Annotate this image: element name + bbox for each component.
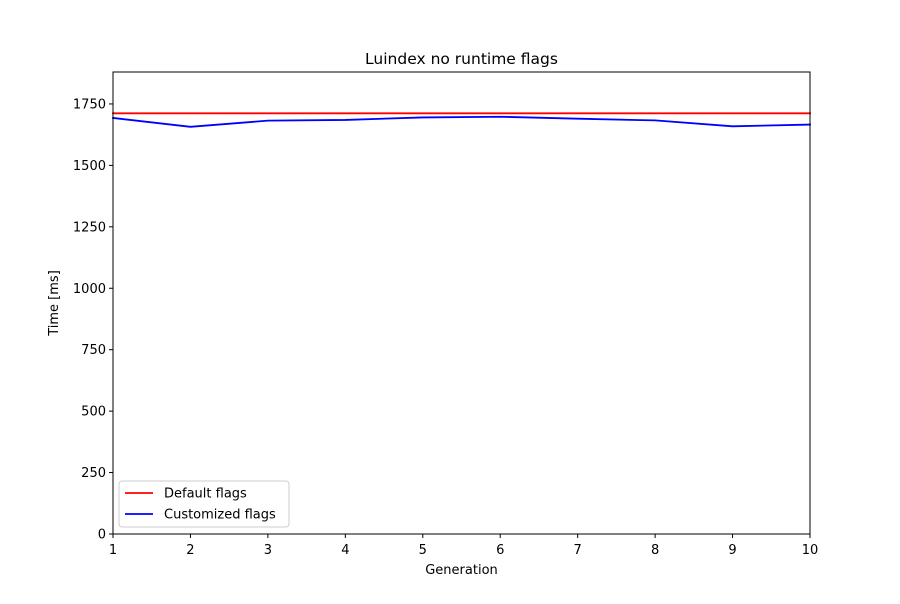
- axis-ticks: 1 2 3 4 5 6 7 8 9 10 0 250 500 750 1000 1250 1500 1750: [73, 97, 818, 558]
- chart-title: Luindex no runtime flags: [365, 50, 558, 68]
- x-tick-label: 1: [109, 543, 117, 558]
- legend: Default flags Customized flags: [118, 480, 290, 528]
- legend-box: [118, 480, 290, 528]
- y-tick-label: 250: [81, 466, 106, 481]
- y-tick-label: 1250: [73, 220, 106, 235]
- y-tick-label: 1000: [73, 282, 106, 297]
- x-tick-label: 8: [651, 543, 659, 558]
- plot-area: [113, 72, 810, 534]
- x-tick-label: 7: [574, 543, 582, 558]
- x-tick-label: 5: [419, 543, 427, 558]
- x-tick-label: 4: [341, 543, 349, 558]
- x-tick-label: 2: [186, 543, 194, 558]
- x-axis-label: Generation: [425, 563, 498, 578]
- y-tick-label: 1500: [73, 159, 106, 174]
- x-tick-label: 9: [728, 543, 736, 558]
- y-tick-label: 0: [98, 528, 106, 543]
- x-tick-label: 6: [496, 543, 504, 558]
- legend-label-default-flags: Default flags: [164, 487, 247, 502]
- y-tick-label: 750: [81, 343, 106, 358]
- legend-label-customized-flags: Customized flags: [164, 508, 276, 523]
- series-line-customized-flags: [112, 115, 811, 128]
- x-tick-label: 10: [802, 543, 819, 558]
- y-tick-label: 500: [81, 405, 106, 420]
- plot-frame: [112, 71, 811, 535]
- x-tick-label: 3: [264, 543, 272, 558]
- series-layer: [112, 112, 811, 128]
- y-axis-label: Time [ms]: [47, 270, 62, 337]
- y-tick-label: 1750: [73, 97, 106, 112]
